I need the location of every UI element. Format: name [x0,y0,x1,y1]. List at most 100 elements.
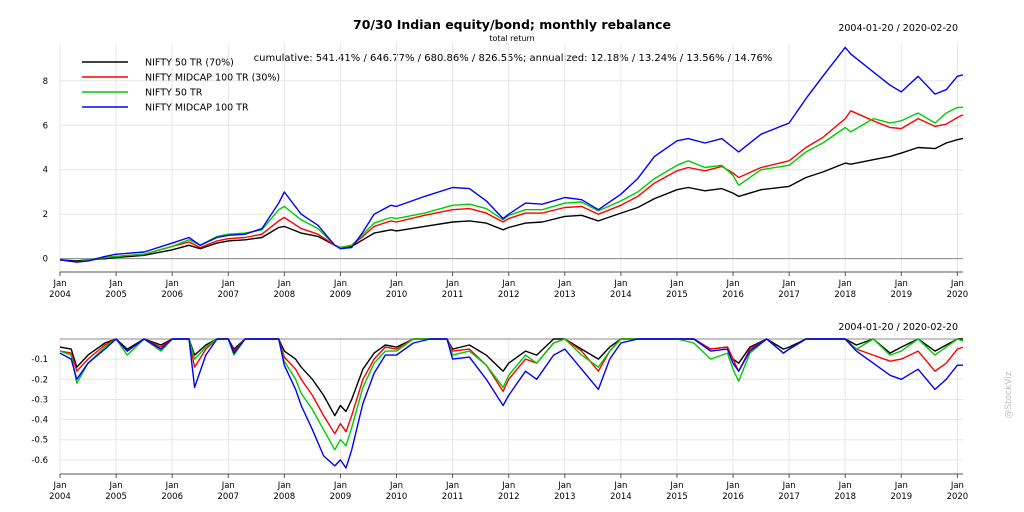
bottom-x-tick-year: 2018 [834,492,856,502]
top-x-tick-year: 2019 [890,290,912,300]
top-x-tick-month: Jan [165,279,179,289]
top-series-line-1 [59,137,964,262]
top-x-tick-year: 2006 [161,290,183,300]
bottom-x-tick-year: 2015 [666,492,688,502]
bottom-x-tick-year: 2019 [890,492,912,502]
bottom-x-tick-month: Jan [52,481,66,491]
bottom-x-tick-month: Jan [109,481,123,491]
bottom-x-tick-year: 2006 [161,492,183,502]
chart-subtitle: total return [489,34,534,43]
bottom-x-tick-month: Jan [669,481,683,491]
top-x-tick-month: Jan [838,279,852,289]
bottom-x-tick-month: Jan [782,481,796,491]
legend-label: NIFTY 50 TR [145,88,203,99]
top-x-tick-year: 2013 [554,290,576,300]
top-x-tick-year: 2004 [49,290,71,300]
top-x-tick-month: Jan [894,279,908,289]
top-y-tick-label: 6 [43,121,48,131]
bottom-x-tick-month: Jan [557,481,571,491]
top-y-tick-label: 0 [43,255,48,265]
bottom-y-tick-label: -0.3 [31,395,48,405]
watermark-text: @StockViz [1004,371,1014,418]
legend-label: NIFTY MIDCAP 100 TR [145,103,249,114]
top-x-tick-month: Jan [501,279,515,289]
bottom-y-tick-label: -0.2 [31,375,48,385]
top-series-line-3 [59,106,964,263]
top-x-tick-month: Jan [613,279,627,289]
top-x-tick-month: Jan [557,279,571,289]
top-x-tick-year: 2011 [442,290,464,300]
bottom-x-tick-month: Jan [221,481,235,491]
top-series-line-2 [59,110,964,263]
bottom-x-tick-year: 2009 [330,492,352,502]
bottom-x-tick-month: Jan [389,481,403,491]
bottom-y-tick-label: -0.6 [31,456,48,466]
bottom-x-tick-month: Jan [333,481,347,491]
bottom-series-line-4 [59,338,963,469]
top-x-tick-year: 2010 [386,290,408,300]
bottom-x-tick-year: 2011 [442,492,464,502]
top-x-tick-month: Jan [725,279,739,289]
cumulative-annotation: cumulative: 541.41% / 646.77% / 680.86% … [254,53,773,64]
bottom-x-tick-year: 2007 [217,492,239,502]
top-series-line-4 [59,46,964,263]
top-x-tick-year: 2020 [947,290,969,300]
chart-title: 70/30 Indian equity/bond; monthly rebala… [353,17,671,32]
bottom-x-tick-month: Jan [838,481,852,491]
bottom-y-tick-label: -0.5 [31,436,48,446]
bottom-series-line-3 [59,338,964,451]
bottom-series-line-1 [59,338,963,417]
bottom-x-tick-month: Jan [613,481,627,491]
bottom-x-tick-year: 2008 [274,492,296,502]
top-date-range: 2004-01-20 / 2020-02-20 [838,23,958,34]
bottom-x-tick-year: 2010 [386,492,408,502]
top-x-tick-month: Jan [669,279,683,289]
top-x-tick-year: 2018 [834,290,856,300]
top-x-tick-month: Jan [277,279,291,289]
bottom-date-range: 2004-01-20 / 2020-02-20 [838,322,958,333]
legend-label: NIFTY MIDCAP 100 TR (30%) [145,73,280,84]
top-x-tick-month: Jan [221,279,235,289]
legend: NIFTY 50 TR (70%) NIFTY MIDCAP 100 TR (30… [82,58,280,114]
bottom-x-tick-year: 2013 [554,492,576,502]
top-x-tick-month: Jan [950,279,964,289]
top-y-tick-label: 8 [43,77,48,87]
bottom-x-tick-year: 2020 [947,492,969,502]
top-x-tick-year: 2016 [722,290,744,300]
legend-label: NIFTY 50 TR (70%) [145,58,234,69]
bottom-x-tick-month: Jan [501,481,515,491]
bottom-x-tick-year: 2016 [722,492,744,502]
bottom-x-tick-month: Jan [165,481,179,491]
bottom-plot: Jan2004Jan2005Jan2006Jan2007Jan2008Jan20… [31,338,969,502]
bottom-y-tick-label: -0.1 [31,355,48,365]
bottom-x-tick-month: Jan [950,481,964,491]
top-x-tick-year: 2017 [778,290,800,300]
bottom-x-tick-year: 2017 [778,492,800,502]
bottom-x-tick-year: 2004 [49,492,71,502]
top-y-tick-label: 2 [43,210,48,220]
top-x-tick-year: 2012 [498,290,520,300]
bottom-x-tick-month: Jan [894,481,908,491]
bottom-x-tick-year: 2012 [498,492,520,502]
bottom-x-tick-year: 2005 [105,492,127,502]
top-x-tick-year: 2014 [610,290,632,300]
top-x-tick-month: Jan [445,279,459,289]
top-x-tick-month: Jan [782,279,796,289]
top-x-tick-year: 2015 [666,290,688,300]
bottom-x-tick-year: 2014 [610,492,632,502]
top-x-tick-year: 2009 [330,290,352,300]
top-x-tick-month: Jan [333,279,347,289]
bottom-x-tick-month: Jan [445,481,459,491]
top-x-tick-year: 2007 [217,290,239,300]
top-x-tick-month: Jan [52,279,66,289]
bottom-x-tick-month: Jan [725,481,739,491]
top-y-tick-label: 4 [43,166,48,176]
top-x-tick-month: Jan [389,279,403,289]
top-x-tick-month: Jan [109,279,123,289]
bottom-y-tick-label: -0.4 [31,416,48,426]
bottom-x-tick-month: Jan [277,481,291,491]
top-plot: Jan2004Jan2005Jan2006Jan2007Jan2008Jan20… [43,43,969,300]
top-x-tick-year: 2005 [105,290,127,300]
top-x-tick-year: 2008 [274,290,296,300]
